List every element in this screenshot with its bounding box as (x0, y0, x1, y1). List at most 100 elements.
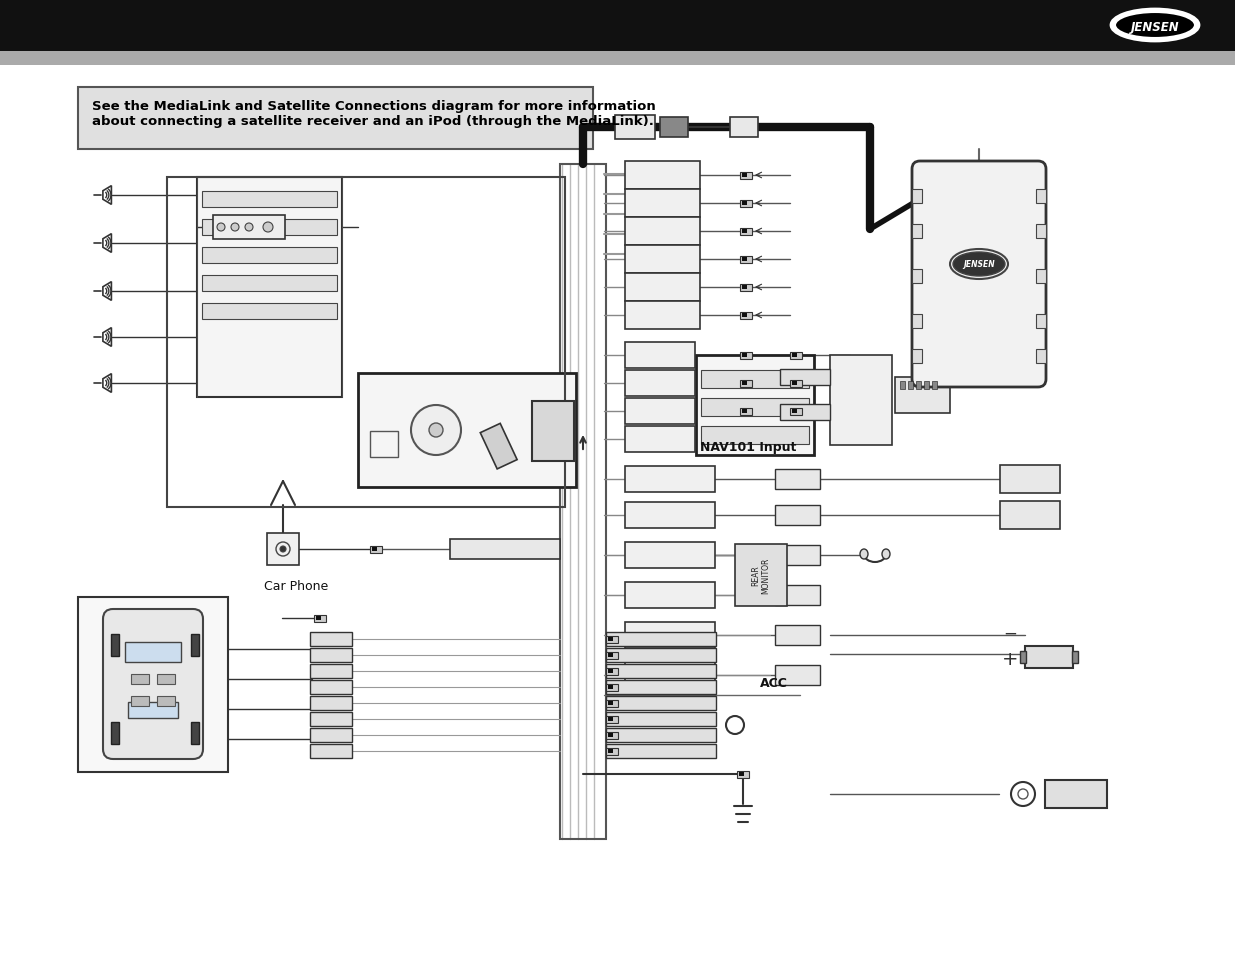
Bar (212, 215, 285, 240)
Bar (606, 717, 618, 723)
Bar (701, 398, 809, 416)
Ellipse shape (1112, 10, 1199, 42)
Ellipse shape (429, 423, 443, 437)
Text: Car Phone: Car Phone (264, 579, 329, 593)
Bar (1020, 651, 1026, 663)
Bar (203, 220, 337, 235)
Bar (911, 190, 923, 204)
Bar (372, 547, 377, 552)
Bar (1000, 465, 1060, 494)
Bar (781, 370, 830, 386)
Bar (625, 190, 700, 218)
Bar (615, 116, 655, 140)
Bar (737, 771, 748, 779)
Ellipse shape (263, 223, 273, 233)
Bar (792, 410, 797, 414)
Bar (900, 381, 905, 390)
Bar (740, 285, 752, 292)
Bar (742, 286, 747, 290)
Bar (608, 701, 613, 705)
Bar (608, 638, 613, 641)
Bar (1036, 190, 1046, 204)
Bar (740, 201, 752, 208)
Bar (606, 700, 618, 707)
Bar (111, 635, 119, 657)
Ellipse shape (217, 224, 225, 232)
FancyBboxPatch shape (911, 162, 1046, 388)
Bar (559, 165, 606, 840)
Bar (701, 371, 809, 389)
Bar (911, 270, 923, 284)
Bar (911, 225, 923, 239)
Bar (895, 377, 950, 414)
Bar (740, 380, 752, 388)
Bar (742, 173, 747, 178)
Bar (128, 702, 178, 719)
Bar (606, 680, 716, 695)
Bar (742, 410, 747, 414)
Bar (742, 381, 747, 386)
Bar (776, 545, 820, 565)
Bar (740, 313, 752, 319)
Bar (916, 381, 921, 390)
Bar (697, 355, 814, 456)
Text: JENSEN: JENSEN (1131, 20, 1179, 33)
Bar (78, 598, 228, 772)
Bar (191, 635, 199, 657)
Bar (740, 353, 752, 359)
Bar (625, 467, 715, 493)
Bar (606, 732, 618, 740)
Bar (157, 697, 175, 706)
Bar (625, 502, 715, 529)
Bar (790, 380, 802, 388)
Bar (125, 642, 182, 662)
Bar (1036, 314, 1046, 329)
Text: See the MediaLink and Satellite Connections diagram for more information
about c: See the MediaLink and Satellite Connecti… (91, 100, 656, 128)
Bar (742, 257, 747, 262)
Bar (790, 409, 802, 416)
Bar (78, 88, 593, 150)
Bar (480, 424, 517, 470)
Text: +: + (1002, 650, 1018, 669)
Bar (532, 401, 574, 461)
Bar (625, 343, 695, 369)
Bar (781, 405, 830, 420)
Bar (740, 256, 752, 264)
Bar (740, 229, 752, 235)
Bar (370, 432, 398, 457)
Bar (191, 722, 199, 744)
Ellipse shape (280, 546, 287, 553)
Bar (740, 409, 752, 416)
Bar (776, 505, 820, 525)
Bar (310, 712, 352, 726)
Bar (1000, 501, 1060, 530)
Bar (625, 427, 695, 453)
Bar (131, 675, 149, 684)
Bar (203, 304, 337, 319)
Bar (310, 697, 352, 710)
Bar (608, 733, 613, 738)
Ellipse shape (1115, 13, 1195, 39)
Bar (932, 381, 937, 390)
Text: −: − (1003, 624, 1016, 642)
Bar (310, 744, 352, 759)
Bar (111, 722, 119, 744)
Bar (625, 274, 700, 302)
Bar (911, 350, 923, 364)
Bar (450, 539, 559, 559)
Bar (606, 633, 716, 646)
Bar (131, 697, 149, 706)
Bar (776, 585, 820, 605)
Bar (1045, 781, 1107, 808)
Ellipse shape (953, 253, 1005, 276)
Bar (701, 427, 809, 444)
Bar (203, 192, 337, 208)
Ellipse shape (231, 224, 240, 232)
Bar (370, 546, 382, 554)
Bar (608, 749, 613, 753)
Bar (730, 118, 758, 138)
Bar (606, 712, 716, 726)
Text: ACC: ACC (760, 677, 788, 690)
Bar (606, 697, 716, 710)
Text: REAR
MONITOR: REAR MONITOR (751, 558, 771, 594)
